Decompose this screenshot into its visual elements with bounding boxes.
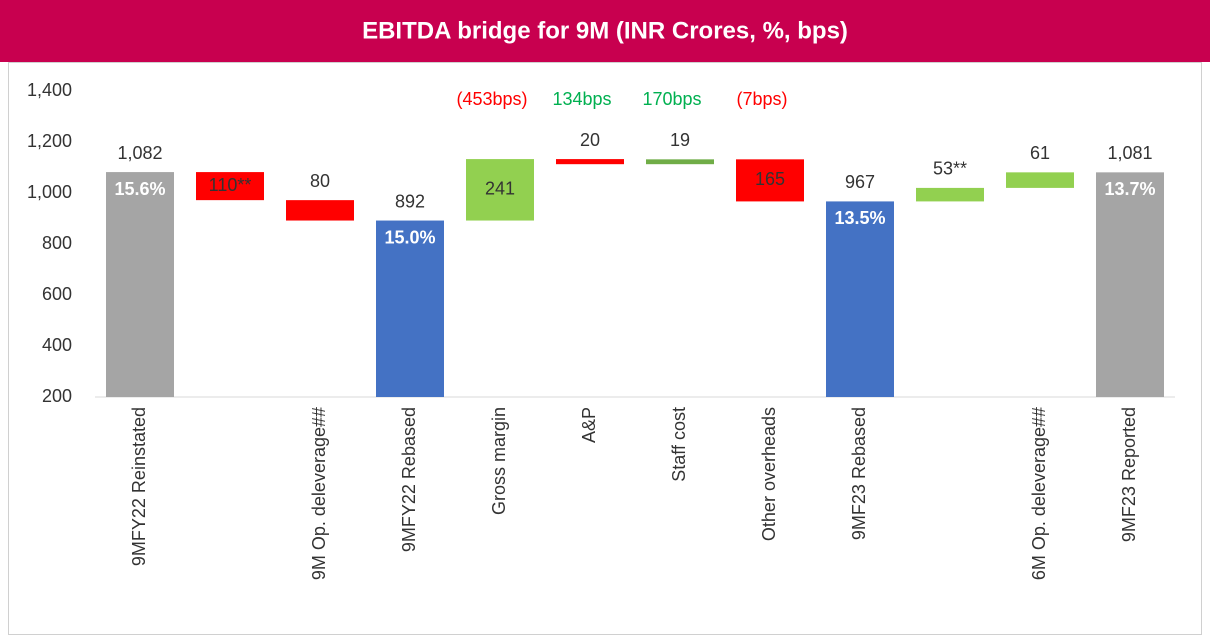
bar <box>286 200 354 221</box>
x-tick-label: Staff cost <box>669 407 689 482</box>
bar <box>736 159 804 202</box>
value-label: 165 <box>755 169 785 189</box>
bar <box>196 172 264 201</box>
bps-label: (7bps) <box>736 89 787 109</box>
y-tick-label: 800 <box>42 233 72 253</box>
x-tick-label: Other overheads <box>759 407 779 541</box>
x-tick-label: 9M Op. deleverage## <box>309 407 329 580</box>
bar <box>916 187 984 202</box>
bar <box>556 159 624 165</box>
bar <box>646 159 714 165</box>
x-tick-label: Gross margin <box>489 407 509 515</box>
x-tick-label: 6M Op. deleverage## <box>1029 407 1049 580</box>
x-tick-label: 9MFY22 Reinstated <box>129 407 149 566</box>
value-label: 967 <box>845 172 875 192</box>
y-tick-label: 1,000 <box>27 182 72 202</box>
chart-title: EBITDA bridge for 9M (INR Crores, %, bps… <box>362 17 848 44</box>
bar <box>1096 172 1164 397</box>
y-tick-label: 1,400 <box>27 80 72 100</box>
bps-label: 134bps <box>552 89 611 109</box>
x-tick-label: 9MF23 Rebased <box>849 407 869 540</box>
bar <box>826 201 894 397</box>
value-label: 110** <box>209 175 252 195</box>
x-tick-label: A&P <box>579 407 599 443</box>
value-label: 20 <box>580 130 600 150</box>
value-label: 53** <box>933 159 967 179</box>
bar <box>106 172 174 397</box>
x-tick-label: 9MF23 Reported <box>1119 407 1139 542</box>
margin-label: 15.0% <box>384 227 435 247</box>
value-label: 19 <box>670 130 690 150</box>
title-banner <box>0 0 1210 62</box>
value-label: 61 <box>1030 143 1050 163</box>
bps-label: 170bps <box>642 89 701 109</box>
bar <box>376 220 444 397</box>
value-label: 241 <box>485 179 515 199</box>
y-tick-label: 600 <box>42 284 72 304</box>
chart-border <box>8 62 1202 635</box>
y-tick-label: 400 <box>42 335 72 355</box>
value-label: 80 <box>310 171 330 191</box>
value-label: 892 <box>395 191 425 211</box>
y-tick-label: 1,200 <box>27 131 72 151</box>
bar <box>1006 172 1074 188</box>
bps-label: (453bps) <box>456 89 527 109</box>
value-label: 1,082 <box>117 143 162 163</box>
margin-label: 15.6% <box>114 179 165 199</box>
margin-label: 13.7% <box>1104 179 1155 199</box>
x-tick-label: 9MFY22 Rebased <box>399 407 419 552</box>
bar <box>466 159 534 221</box>
y-tick-label: 200 <box>42 386 72 406</box>
margin-label: 13.5% <box>834 208 885 228</box>
value-label: 1,081 <box>1107 143 1152 163</box>
